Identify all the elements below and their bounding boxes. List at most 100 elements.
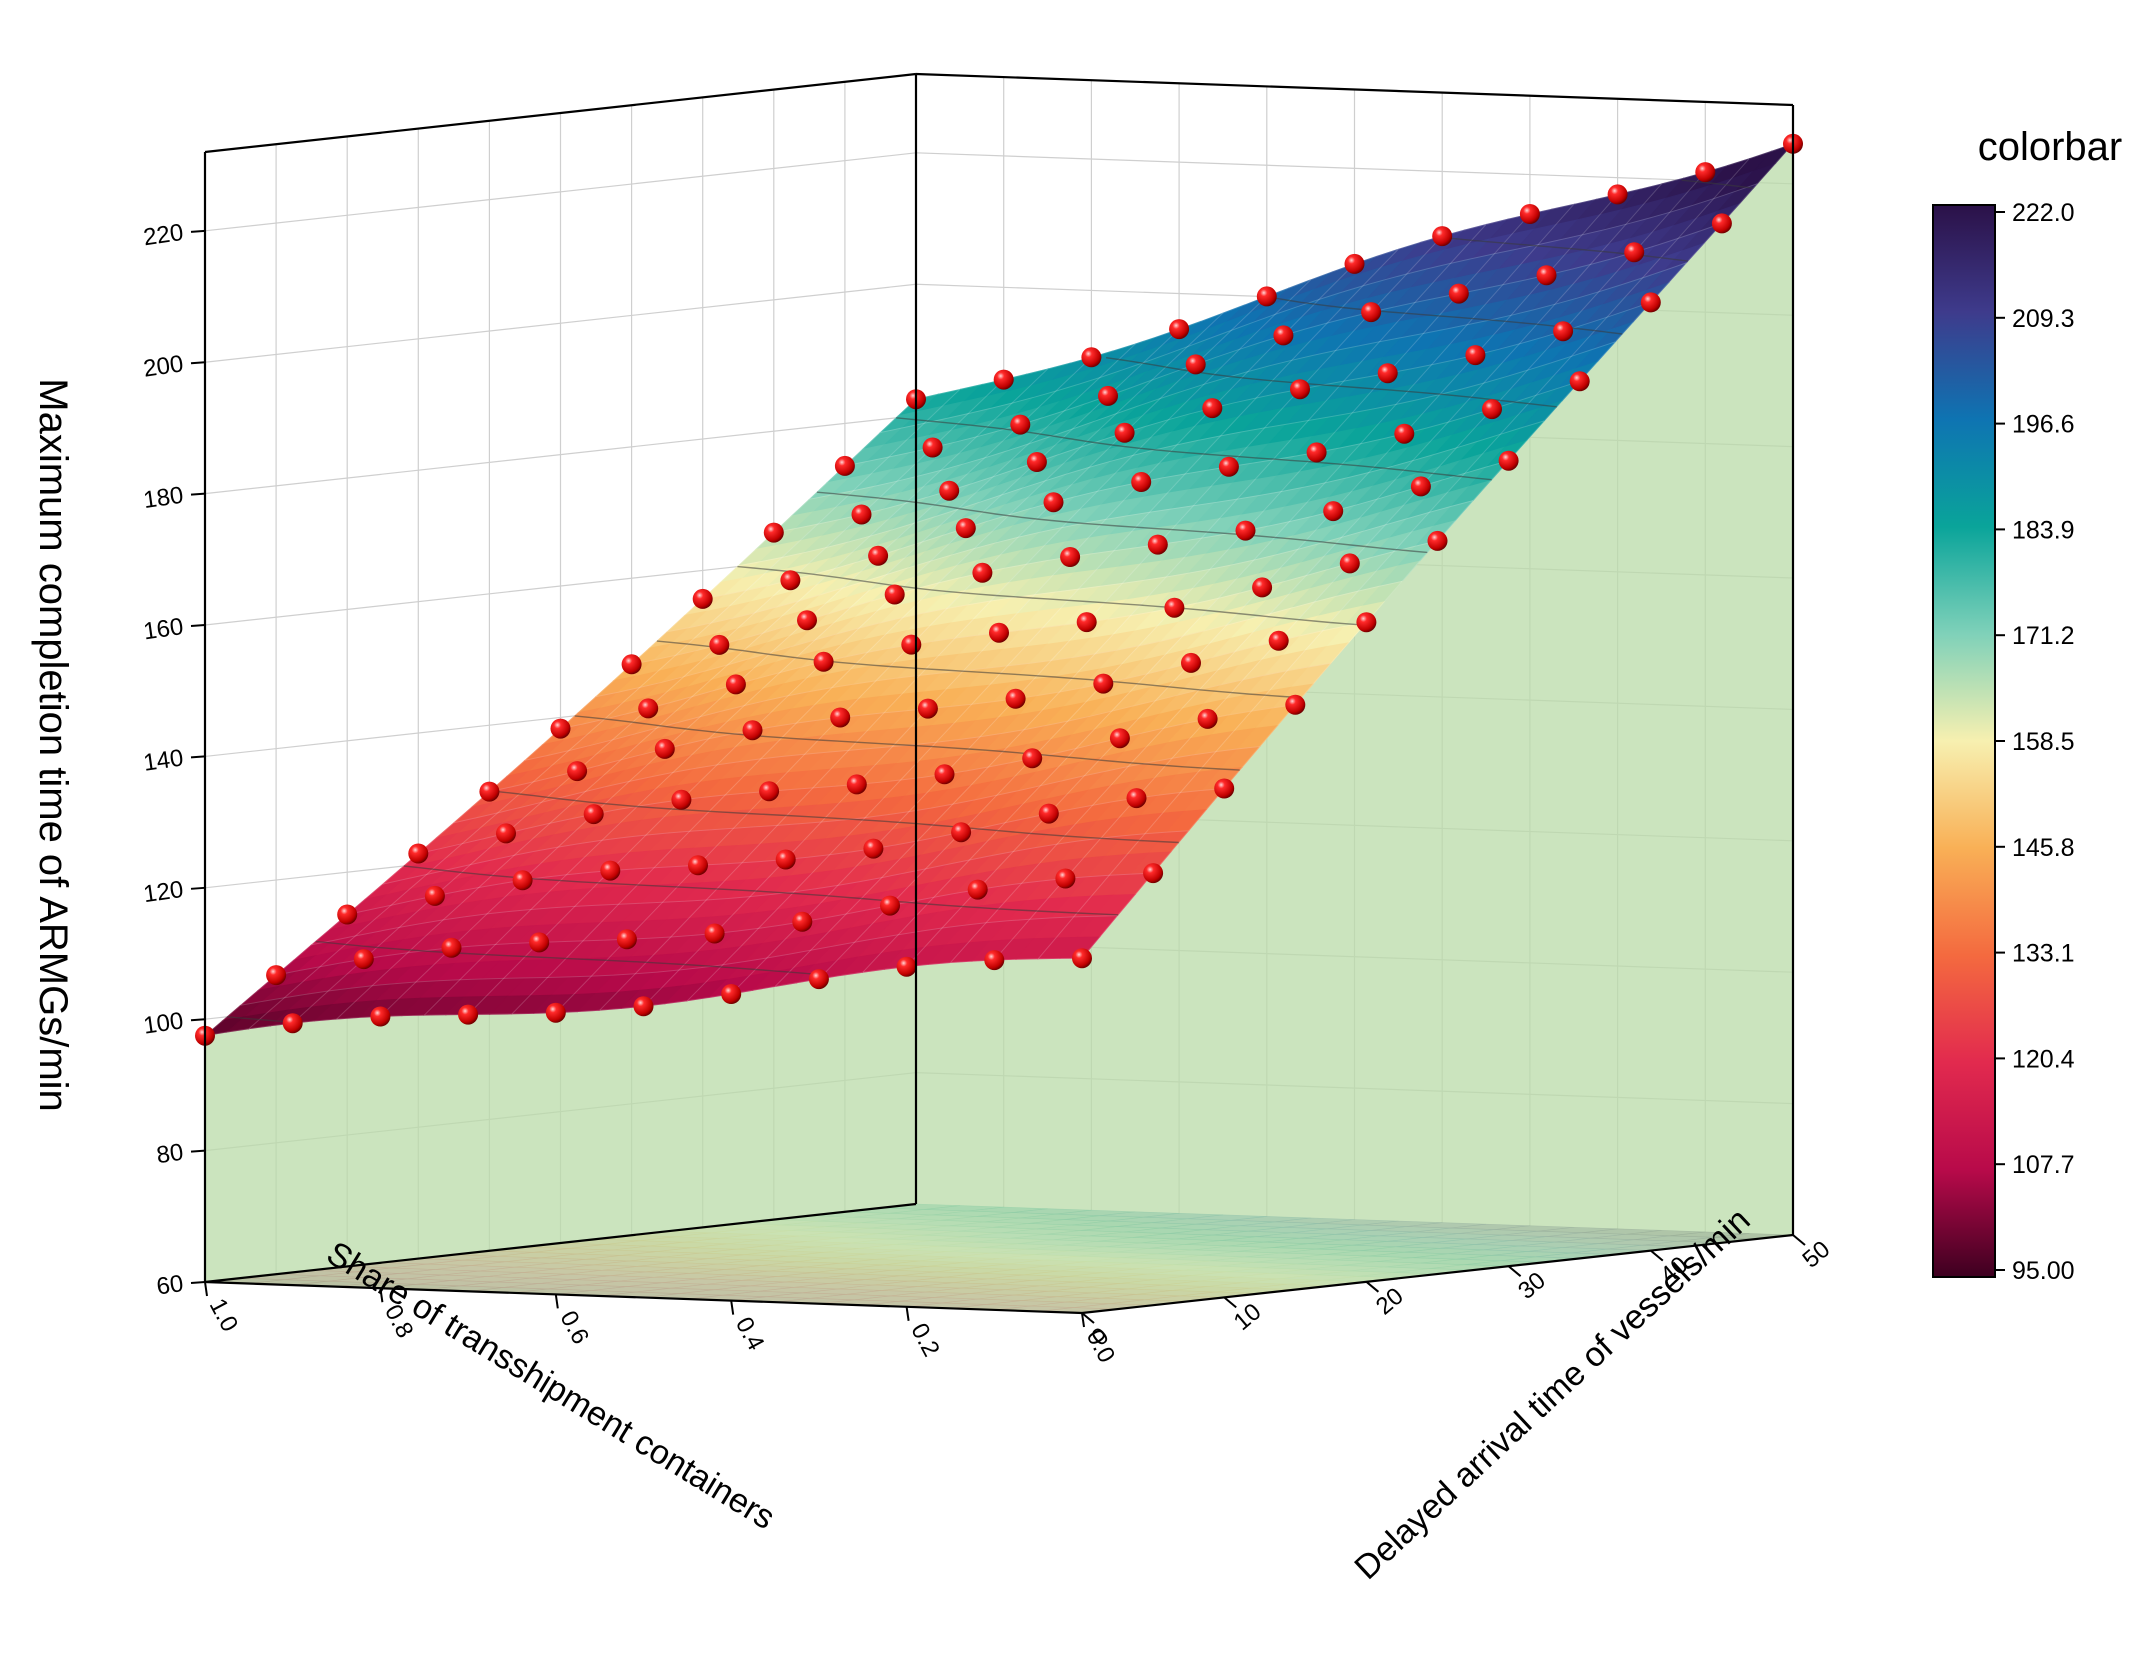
data-point [1169,319,1190,340]
contour-line [574,715,1240,771]
data-point [512,870,533,891]
data-point [1465,345,1486,366]
mesh-line [311,830,1189,946]
data-point [896,956,917,977]
top-edge [915,72,1794,107]
z-tick-mark [190,624,206,628]
data-point [1323,501,1344,522]
data-point [479,781,500,802]
data-point [834,455,855,476]
contour-line [227,1016,294,1023]
data-point [688,855,708,876]
mesh-line [423,343,1136,1016]
y-tick-mark [1650,1249,1664,1262]
data-point [1640,292,1661,313]
data-point [441,937,462,958]
data-point [1394,423,1415,444]
data-point [775,849,796,870]
y-tick-mark [1792,1234,1806,1246]
data-point [1273,325,1294,346]
front-curtain [205,958,1082,1313]
mesh-line [382,746,1260,885]
data-point [880,895,900,916]
data-point [638,698,659,719]
data-point [1218,456,1239,477]
data-point [1043,492,1064,513]
data-point [1126,788,1147,809]
data-point [851,504,872,525]
data-point [1498,450,1519,471]
data-point [1427,530,1448,551]
data-point [808,969,829,990]
data-point [1711,213,1732,234]
data-point [567,761,588,782]
data-point [1214,778,1235,799]
data-point [550,718,571,739]
data-point [337,904,358,925]
data-point [1131,472,1152,492]
y-tick-mark [1507,1265,1522,1277]
data-point [917,698,938,719]
data-point [721,984,742,1004]
z-tick-mark [190,492,206,496]
z-tick-mark [190,1018,206,1022]
data-point [1060,547,1081,567]
data-point [1553,321,1574,342]
colorbar-tick-label: 158.5 [2012,728,2075,756]
y-tick-mark [1223,1296,1237,1309]
data-point [1285,694,1306,715]
mesh-line [880,183,1758,433]
data-point [884,584,905,605]
mesh-line [453,662,1331,824]
mesh-line [950,183,1662,963]
data-point [1022,748,1043,769]
x-tick-mark [730,1300,735,1315]
data-point [1624,242,1645,263]
data-point [1361,302,1382,323]
contour-line [490,790,1179,844]
data-point [1410,476,1431,497]
y-tick-label: 50 [1798,1236,1836,1274]
z-tick-label: 220 [142,219,185,251]
mesh-line [667,420,1545,633]
data-point [939,480,960,501]
data-point [1181,652,1201,673]
data-point [1339,553,1360,574]
contour-line [1106,357,1557,408]
colorbar-ticks: 222.0 209.3 196.6 183.9 171.2 158.5 145.8 133.1… [1995,199,2075,1285]
data-point [266,965,287,986]
data-point [1026,452,1047,472]
mesh-line [595,500,1474,698]
data-point [863,838,884,859]
mesh-line [738,341,1616,567]
data-point [1482,399,1502,420]
data-point [353,949,374,970]
data-point [922,437,943,458]
data-point [616,929,637,950]
y-tick-label: 20 [1371,1283,1409,1321]
x-tick-mark [379,1288,384,1303]
data-point [1147,534,1168,555]
data-point [813,651,834,672]
data-point [654,738,675,759]
data-markers [195,133,1803,1046]
colorbar-tick-label: 95.00 [2012,1257,2075,1285]
mesh-line [809,262,1687,500]
data-point [993,369,1014,390]
data-point [1005,688,1026,709]
data-point [1256,286,1277,307]
colorbar-tick-label: 145.8 [2012,834,2075,862]
z-tick-label: 180 [142,482,185,514]
data-point [1306,442,1327,463]
data-point [1072,948,1092,969]
data-point [989,622,1009,643]
data-point [1607,184,1628,205]
data-point [583,804,604,825]
mesh-line [1037,158,1750,960]
data-point [830,707,851,728]
contour-line [1681,179,1754,189]
colorbar-tick-label: 171.2 [2012,622,2075,650]
data-point [1377,363,1398,384]
colorbar-tick-label: 222.0 [2012,199,2075,227]
